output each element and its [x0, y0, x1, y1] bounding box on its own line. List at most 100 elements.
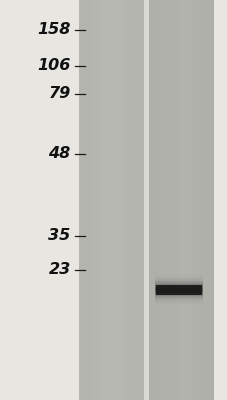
Bar [143, 0, 149, 400]
Bar [154, 308, 202, 309]
Bar [154, 304, 202, 305]
Bar [149, 0, 151, 400]
Bar [183, 0, 185, 400]
Bar [154, 310, 202, 311]
Bar [154, 298, 202, 299]
Bar [154, 302, 202, 304]
Bar [207, 0, 209, 400]
Bar [154, 291, 202, 293]
Bar [154, 306, 202, 308]
Bar [121, 0, 123, 400]
Bar [141, 0, 143, 400]
Bar [123, 0, 126, 400]
Bar [154, 269, 202, 271]
Bar [154, 308, 202, 310]
Bar [166, 0, 168, 400]
Bar [154, 288, 202, 290]
Bar [91, 0, 93, 400]
Bar [181, 0, 183, 400]
Bar [154, 292, 202, 293]
Bar [106, 0, 109, 400]
Bar [188, 0, 190, 400]
Bar [87, 0, 89, 400]
Bar [196, 0, 198, 400]
Bar [154, 309, 202, 310]
Bar [205, 0, 207, 400]
Bar [154, 285, 202, 287]
Bar [78, 0, 143, 400]
Bar [130, 0, 132, 400]
Bar [154, 277, 202, 278]
Bar [98, 0, 100, 400]
Bar [209, 0, 211, 400]
Text: 79: 79 [48, 86, 70, 102]
Bar [154, 305, 202, 307]
Bar [154, 280, 202, 282]
Bar [159, 0, 162, 400]
Bar [194, 0, 196, 400]
Bar [155, 285, 201, 295]
Bar [104, 0, 106, 400]
Bar [157, 0, 159, 400]
Bar [154, 268, 202, 270]
Bar [80, 0, 83, 400]
Bar [154, 296, 202, 297]
Bar [202, 0, 205, 400]
Bar [154, 311, 202, 313]
Bar [85, 0, 87, 400]
Bar [211, 0, 213, 400]
Text: 106: 106 [37, 58, 70, 74]
Bar [154, 275, 202, 277]
Bar [154, 270, 202, 272]
Bar [139, 0, 141, 400]
Bar [154, 293, 202, 295]
Bar [132, 0, 134, 400]
Bar [78, 0, 80, 400]
Bar [162, 0, 164, 400]
Bar [115, 0, 117, 400]
Bar [154, 296, 202, 298]
Bar [173, 0, 175, 400]
Bar [190, 0, 192, 400]
Bar [170, 0, 172, 400]
Bar [154, 284, 202, 285]
Text: 158: 158 [37, 22, 70, 38]
Bar [128, 0, 130, 400]
Bar [151, 0, 153, 400]
Bar [154, 302, 202, 303]
Bar [154, 294, 202, 296]
Bar [154, 289, 202, 290]
Bar [154, 298, 202, 300]
Bar [168, 0, 170, 400]
Bar [154, 304, 202, 306]
Bar [102, 0, 104, 400]
Bar [83, 0, 85, 400]
Bar [154, 286, 202, 288]
Bar [113, 0, 115, 400]
Bar [154, 278, 202, 280]
Bar [185, 0, 188, 400]
Bar [154, 274, 202, 276]
Bar [154, 272, 202, 274]
Bar [192, 0, 194, 400]
Text: 35: 35 [48, 228, 70, 244]
Bar [154, 310, 202, 312]
Bar [119, 0, 121, 400]
Bar [149, 0, 213, 400]
Bar [154, 300, 202, 302]
Bar [154, 275, 202, 276]
Bar [154, 290, 202, 292]
Bar [154, 283, 202, 284]
Bar [154, 273, 202, 275]
Bar [154, 292, 202, 294]
Bar [154, 276, 202, 278]
Text: 23: 23 [48, 262, 70, 278]
Bar [89, 0, 91, 400]
Bar [153, 0, 155, 400]
Bar [154, 279, 202, 281]
Bar [198, 0, 200, 400]
Bar [155, 0, 157, 400]
Text: 48: 48 [48, 146, 70, 162]
Bar [154, 284, 202, 286]
Bar [96, 0, 98, 400]
